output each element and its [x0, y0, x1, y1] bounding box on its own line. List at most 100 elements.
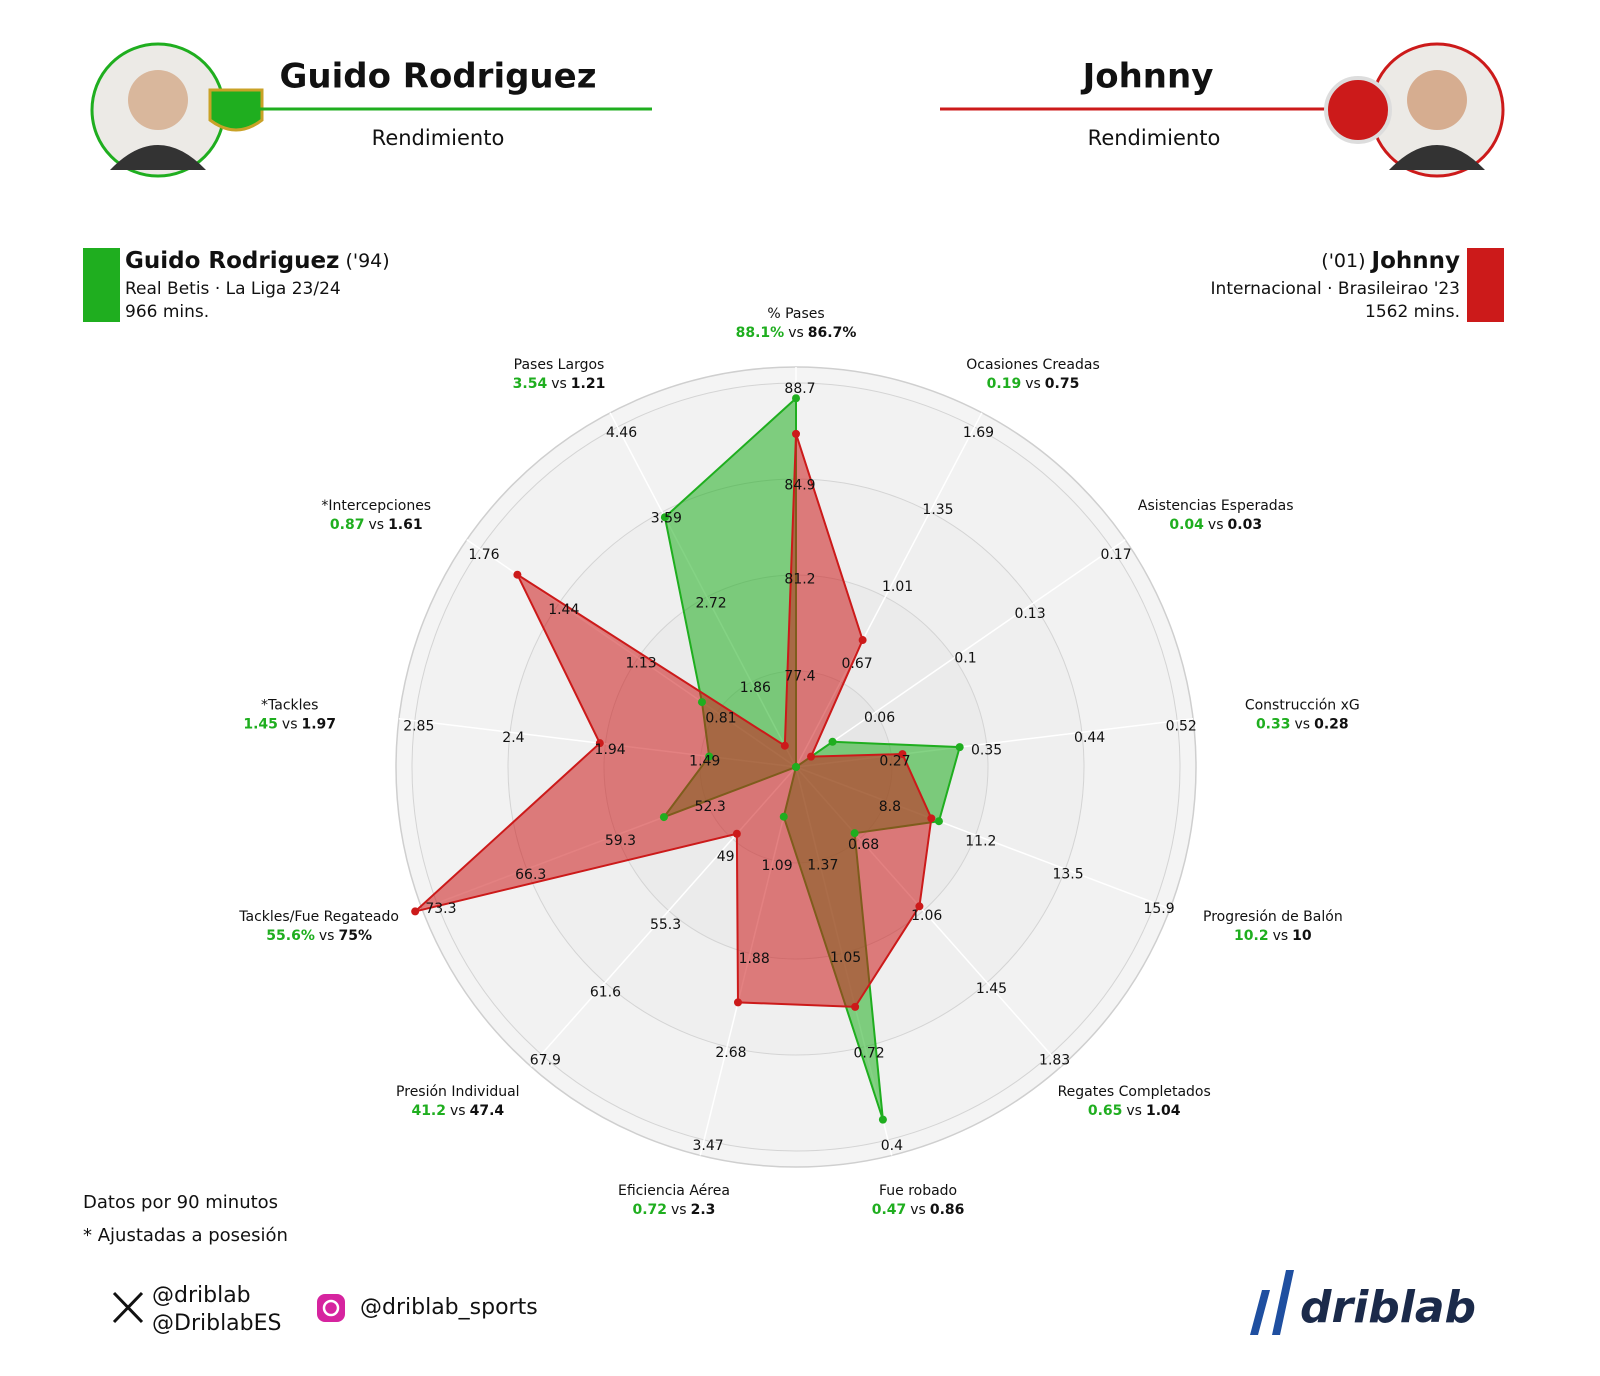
value-label: 0.75	[1045, 376, 1080, 392]
r-tick-label: 0.68	[848, 837, 879, 853]
radar-point	[851, 1002, 860, 1011]
separator: vs	[1208, 517, 1224, 533]
radar-chart: 77.4 81.2 84.9 88.7 0.67 1.01 1.35 1.69 0.06 0.1 0…	[238, 306, 1359, 1218]
r-tick-label: 1.06	[911, 908, 942, 924]
separator: vs	[910, 1202, 926, 1218]
value-label: 88.1%	[736, 325, 785, 341]
radar-point	[927, 814, 936, 823]
legend-team: Internacional · Brasileirao '23	[1211, 279, 1460, 299]
r-tick-label: 1.44	[548, 602, 579, 618]
r-tick-label: 4.46	[606, 425, 637, 441]
r-tick-label: 1.37	[807, 857, 838, 873]
separator: vs	[1294, 716, 1310, 732]
r-tick-label: 1.35	[922, 502, 953, 518]
radar-point	[792, 763, 800, 771]
radar-point	[659, 813, 668, 822]
category-label: Ocasiones Creadas	[966, 357, 1099, 373]
category-values: 0.47 vs 0.86	[872, 1202, 965, 1218]
radar-point	[934, 817, 943, 826]
value-label: 1.97	[302, 716, 337, 732]
r-tick-label: 1.86	[740, 680, 771, 696]
category-label: *Intercepciones	[321, 498, 431, 514]
r-tick-label: 2.4	[502, 730, 524, 746]
separator: vs	[671, 1202, 687, 1218]
category-values: 88.1% vs 86.7%	[736, 325, 857, 341]
value-label: 3.54	[513, 376, 548, 392]
r-tick-label: 1.83	[1039, 1052, 1070, 1068]
r-tick-label: 0.44	[1074, 730, 1105, 746]
radar-point	[898, 750, 907, 759]
radar-point	[595, 739, 604, 748]
r-tick-label: 2.68	[715, 1045, 746, 1061]
value-label: 0.03	[1228, 517, 1263, 533]
note: Datos por 90 minutos	[83, 1192, 278, 1213]
legend-swatch	[83, 248, 120, 322]
r-tick-label: 1.05	[830, 950, 861, 966]
category-label: Construcción xG	[1245, 697, 1360, 713]
radar-point	[792, 429, 800, 438]
category-label: Pases Largos	[514, 357, 605, 373]
category-values: 41.2 vs 47.4	[411, 1103, 504, 1119]
r-tick-label: 1.94	[595, 742, 626, 758]
category-label: Regates Completados	[1058, 1084, 1211, 1100]
legend-birth: ('94)	[345, 250, 389, 272]
player-name: Johnny	[1081, 57, 1214, 97]
r-tick-label: 0.72	[854, 1045, 885, 1061]
r-tick-label: 0.4	[881, 1138, 903, 1154]
radar-point	[850, 829, 859, 838]
r-tick-label: 88.7	[784, 381, 815, 397]
category-label: *Tackles	[261, 697, 318, 713]
r-tick-label: 66.3	[515, 867, 546, 883]
radar-point	[858, 636, 867, 645]
legend-swatch	[1467, 248, 1504, 322]
r-tick-label: 2.85	[403, 719, 434, 735]
value-label: 41.2	[411, 1103, 446, 1119]
r-tick-label: 0.1	[954, 651, 976, 667]
radar-point	[878, 1115, 887, 1124]
category-values: 10.2 vs 10	[1234, 928, 1312, 944]
r-tick-label: 0.67	[842, 656, 873, 672]
value-label: 0.87	[330, 517, 365, 533]
r-tick-label: 13.5	[1052, 867, 1083, 883]
value-label: 1.45	[243, 716, 278, 732]
radar-point	[780, 741, 789, 750]
radar-point	[733, 998, 742, 1007]
r-tick-label: 1.45	[976, 981, 1007, 997]
category-label: Eficiencia Aérea	[618, 1183, 730, 1199]
r-tick-label: 8.8	[879, 799, 901, 815]
value-label: 47.4	[470, 1103, 505, 1119]
r-tick-label: 15.9	[1143, 901, 1174, 917]
twitter-handle: @driblab	[152, 1283, 251, 1308]
category-values: 0.33 vs 0.28	[1256, 716, 1349, 732]
category-values: 1.45 vs 1.97	[243, 716, 336, 732]
separator: vs	[282, 716, 298, 732]
separator: vs	[450, 1103, 466, 1119]
value-label: 0.04	[1169, 517, 1204, 533]
r-tick-label: 3.59	[651, 510, 682, 526]
legend-minutes: 1562 mins.	[1365, 302, 1460, 322]
r-tick-label: 0.81	[705, 710, 736, 726]
r-tick-label: 3.47	[693, 1138, 724, 1154]
category-label: Asistencias Esperadas	[1138, 498, 1294, 514]
x-icon	[112, 1291, 144, 1324]
radar-point	[915, 902, 924, 911]
r-tick-label: 81.2	[784, 572, 815, 588]
legend-minutes: 966 mins.	[125, 302, 209, 322]
value-label: 0.47	[872, 1202, 907, 1218]
instagram-handle: @driblab_sports	[360, 1295, 538, 1320]
value-label: 0.72	[632, 1202, 667, 1218]
r-tick-label: 1.88	[739, 951, 770, 967]
radar-point	[807, 752, 816, 761]
radar-point	[828, 737, 837, 746]
category-label: % Pases	[767, 306, 824, 322]
instagram-icon-lens	[322, 1299, 340, 1317]
legend-name: ('01) Johnny	[1321, 248, 1460, 274]
category-label: Progresión de Balón	[1203, 909, 1343, 925]
r-tick-label: 0.17	[1100, 547, 1131, 563]
player-face	[1407, 70, 1467, 130]
r-tick-label: 0.13	[1014, 606, 1045, 622]
brand: driblab	[1300, 1282, 1476, 1333]
r-tick-label: 1.09	[761, 858, 792, 874]
category-values: 0.65 vs 1.04	[1088, 1103, 1181, 1119]
r-tick-label: 55.3	[650, 917, 681, 933]
